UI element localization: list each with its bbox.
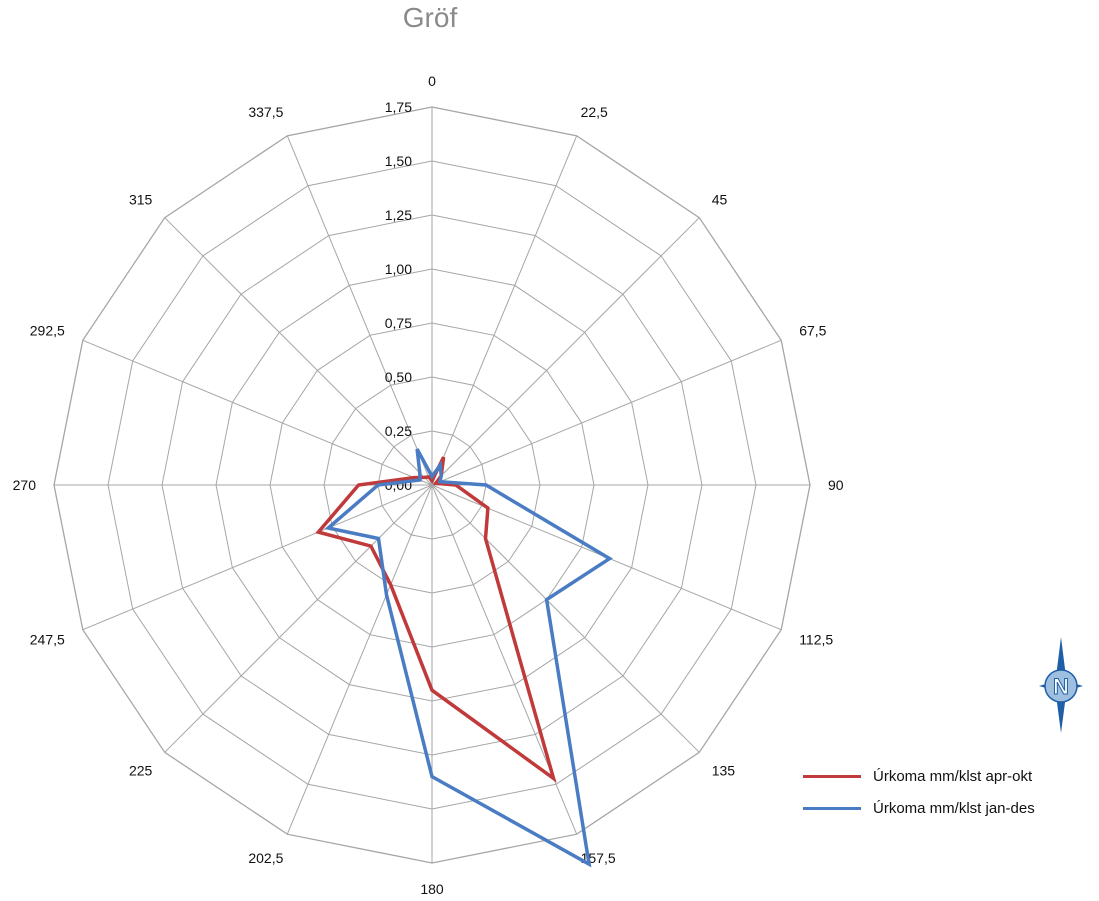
tick-label: 0,25 (385, 423, 412, 439)
axis-label: 0 (428, 73, 436, 89)
series-line-jan-des (324, 448, 613, 868)
grid-spoke (164, 217, 433, 486)
axis-label: 202,5 (248, 850, 283, 866)
legend: Úrkoma mm/klst apr-okt Úrkoma mm/klst ja… (803, 760, 1035, 824)
tick-label: 0,50 (385, 369, 412, 385)
chart-title: Gröf (402, 2, 458, 33)
axis-label: 337,5 (248, 104, 283, 120)
north-arrow-icon: N (1039, 637, 1083, 733)
grid-spoke (431, 339, 782, 486)
axis-label: 247,5 (30, 632, 65, 648)
axis-label: 22,5 (581, 104, 608, 120)
legend-label-apr-okt: Úrkoma mm/klst apr-okt (873, 767, 1033, 785)
axis-label: 112,5 (799, 632, 833, 648)
legend-swatch-jan-des (803, 806, 861, 810)
grid-spoke (431, 217, 700, 486)
legend-swatch-apr-okt (803, 774, 861, 778)
tick-label: 0,75 (385, 315, 412, 331)
legend-label-jan-des: Úrkoma mm/klst jan-des (873, 799, 1035, 817)
axis-label-layer: 022,54567,590112,5135157,5180202,5225247… (13, 73, 844, 897)
axis-label: 180 (420, 881, 444, 897)
grid-spoke (82, 484, 433, 631)
series-layer (315, 448, 613, 868)
legend-item-jan-des: Úrkoma mm/klst jan-des (803, 792, 1035, 824)
grid-spoke (431, 135, 578, 486)
grid-spoke (82, 339, 433, 486)
grid-spoke (286, 484, 433, 835)
compass-letter: N (1053, 674, 1069, 699)
tick-label: 1,00 (385, 261, 412, 277)
grid-spoke (164, 484, 433, 753)
axis-label: 45 (712, 191, 728, 207)
axis-label: 225 (129, 763, 153, 779)
axis-label: 90 (828, 477, 844, 493)
axis-label: 135 (712, 763, 736, 779)
tick-label: 1,50 (385, 153, 412, 169)
axis-label: 315 (129, 191, 153, 207)
tick-label-layer: 0,000,250,500,751,001,251,501,75 (385, 99, 412, 493)
grid-layer (53, 106, 811, 864)
tick-label: 1,25 (385, 207, 412, 223)
grid-spoke (286, 135, 433, 486)
axis-label: 292,5 (30, 322, 65, 338)
series-line-apr-okt (315, 456, 557, 783)
axis-label: 270 (13, 477, 37, 493)
axis-label: 67,5 (799, 322, 826, 338)
tick-label: 1,75 (385, 99, 412, 115)
legend-item-apr-okt: Úrkoma mm/klst apr-okt (803, 760, 1035, 792)
grid-spoke (431, 484, 700, 753)
